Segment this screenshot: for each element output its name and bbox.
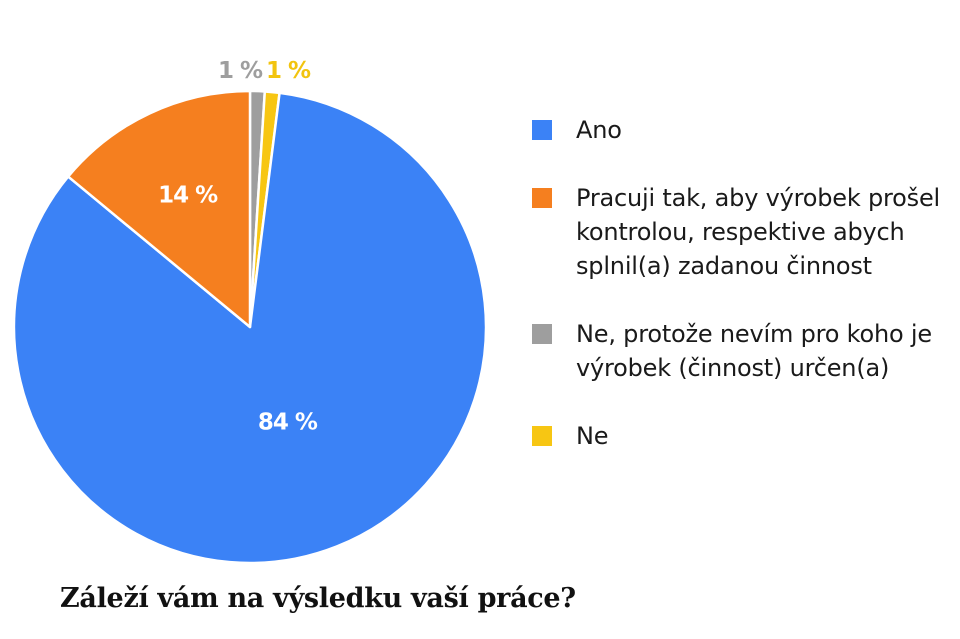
chart-title: Záleží vám na výsledku vaší práce? — [60, 583, 576, 614]
data-label-ne-protoze: 1 % — [218, 58, 263, 84]
legend-label-pracuji: Pracuji tak, aby výrobek prošel kontrolo… — [576, 184, 940, 280]
legend-swatch-ne — [532, 426, 552, 446]
legend-swatch-pracuji — [532, 188, 552, 208]
legend-item-pracuji: Pracuji tak, aby výrobek prošel kontrolo… — [532, 181, 957, 283]
legend-label-ano: Ano — [576, 116, 622, 144]
data-label-ne: 1 % — [266, 58, 311, 84]
data-label-ano: 84 % — [258, 409, 318, 435]
pie-chart: 1 % 1 % 84 % 14 % — [12, 58, 488, 565]
data-label-pracuji: 14 % — [158, 183, 218, 209]
legend-label-ne-protoze: Ne, protože nevím pro koho je výrobek (č… — [576, 320, 932, 382]
legend-label-ne: Ne — [576, 422, 609, 450]
legend-item-ne: Ne — [532, 419, 957, 453]
legend-swatch-ne-protoze — [532, 324, 552, 344]
legend-swatch-ano — [532, 120, 552, 140]
legend-item-ne-protoze: Ne, protože nevím pro koho je výrobek (č… — [532, 317, 957, 385]
legend-item-ano: Ano — [532, 113, 957, 147]
pie-slice-pracuji — [66, 89, 252, 329]
legend: Ano Pracuji tak, aby výrobek prošel kont… — [532, 113, 957, 453]
